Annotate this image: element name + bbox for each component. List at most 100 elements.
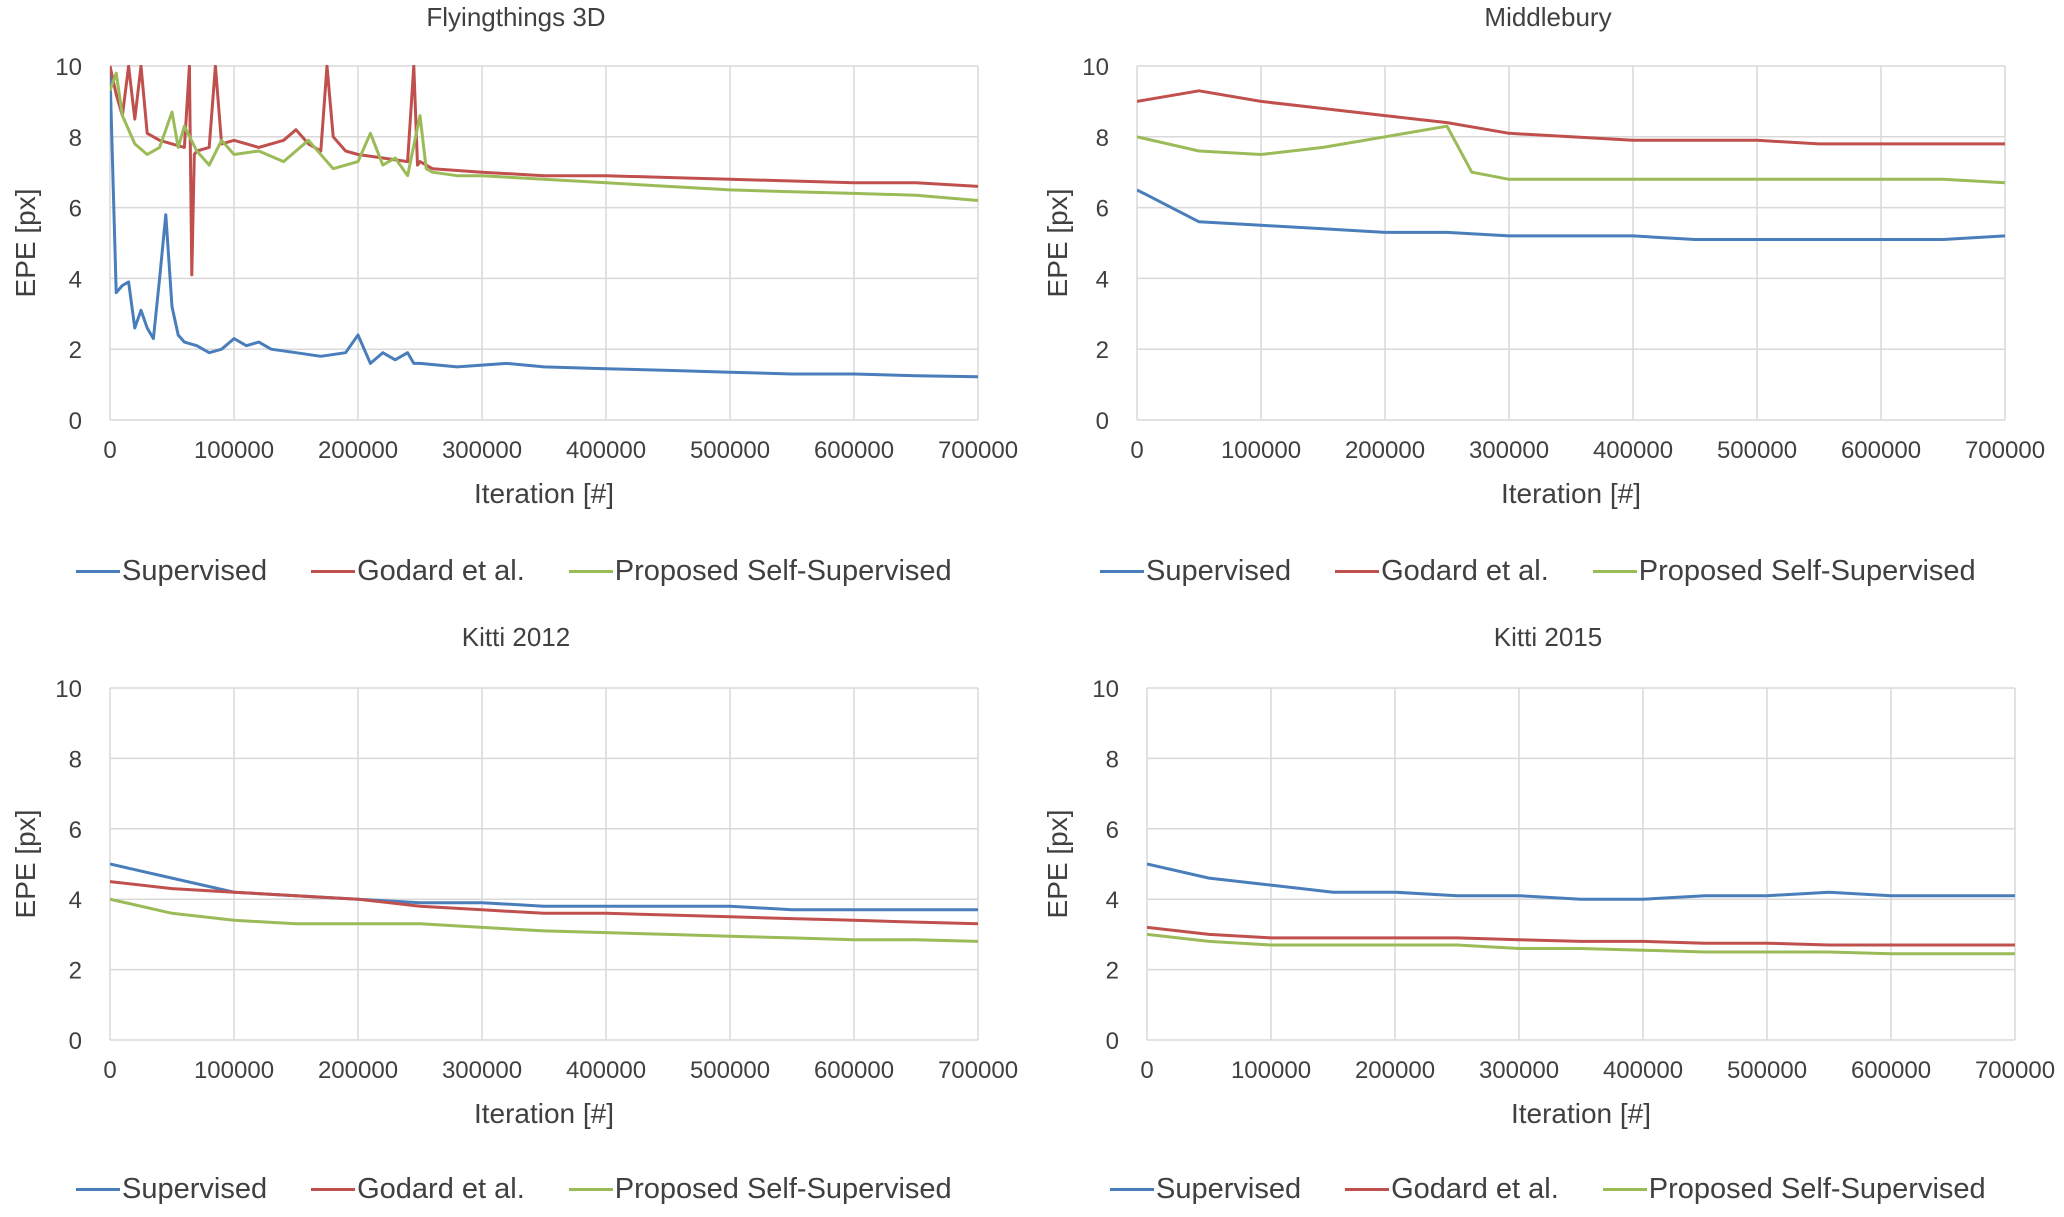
y-tick-label: 6 [69,817,82,844]
plot-area: 0 2 4 6 8 10 0 100000 200000 300000 400000 500000 60… [10,676,1018,1129]
legend-label: Proposed Self-Supervised [1648,1173,1986,1205]
y-tick-label: 4 [69,887,82,914]
y-tick-label: 8 [1096,125,1109,152]
chart-title: Middlebury [1484,2,1612,32]
chart-middlebury: Middlebury 0 2 4 6 8 10 0 100000 200000 300000 400… [1032,0,2064,608]
y-tick-label: 2 [69,337,82,364]
x-tick-label: 700000 [938,1057,1018,1084]
legend-swatch-proposed [568,570,613,573]
x-tick-label: 300000 [442,437,522,464]
chart-legend: Supervised Godard et al. Proposed Self-S… [1110,1173,2030,1206]
legend-swatch-supervised [1100,570,1144,573]
legend-swatch-supervised [1110,1188,1154,1191]
x-tick-label: 500000 [1717,437,1797,464]
chart-legend: Supervised Godard et al. Proposed Self-S… [76,555,996,588]
legend-label: Proposed Self-Supervised [614,555,952,587]
legend-label: Proposed Self-Supervised [1638,555,1976,587]
x-tick-label: 200000 [1355,1057,1435,1084]
legend-swatch-godard [311,570,356,573]
legend-item-supervised: Supervised [76,555,267,588]
y-tick-label: 0 [69,408,82,435]
y-tick-label: 6 [69,196,82,223]
chart-title: Kitti 2012 [461,622,571,652]
series-line-godard-et-al [1137,89,2005,146]
x-tick-label: 200000 [1345,437,1425,464]
legend-item-supervised: Supervised [76,1173,267,1206]
x-tick-label: 700000 [1975,1057,2055,1084]
x-axis-title: Iteration [#] [474,478,614,509]
series-line-proposed-self-supervised [110,897,979,943]
chart-legend: Supervised Godard et al. Proposed Self-S… [76,1173,996,1206]
y-tick-label: 10 [1092,676,1119,703]
x-tick-label: 600000 [1851,1057,1931,1084]
plot-area: 0 2 4 6 8 10 0 100000 200000 300000 400000 500000 60… [1042,676,2055,1129]
y-tick-label: 2 [1106,958,1119,985]
x-tick-label: 400000 [1603,1057,1683,1084]
legend-swatch-proposed [1592,570,1637,573]
y-tick-label: 10 [1082,54,1109,81]
x-tick-label: 100000 [1221,437,1301,464]
legend-label: Supervised [122,1173,268,1205]
chart-title: Flyingthings 3D [426,2,606,32]
y-axis-title: EPE [px] [1042,189,1073,298]
series-line-supervised [110,862,978,912]
series-line-godard-et-al [110,65,979,277]
legend-item-proposed: Proposed Self-Supervised [1592,555,1976,588]
chart-kitti2015: Kitti 2015 0 2 4 6 8 10 0 100000 200000 300000 400… [1032,608,2064,1216]
y-tick-label: 8 [69,746,82,773]
y-axis-title: EPE [px] [10,810,41,919]
x-tick-label: 600000 [814,437,894,464]
x-tick-label: 700000 [1965,437,2045,464]
legend-swatch-godard [311,1188,356,1191]
plot-area: 0 2 4 6 8 10 0 100000 200000 300000 400000 500000 60… [10,54,1018,509]
legend-item-godard: Godard et al. [1335,555,1549,588]
legend-label: Supervised [1146,555,1292,587]
x-tick-label: 400000 [566,1057,646,1084]
x-axis-title: Iteration [#] [1501,478,1641,509]
legend-swatch-supervised [76,1188,120,1191]
series-line-godard-et-al [110,880,979,926]
y-tick-label: 0 [69,1028,82,1055]
x-tick-label: 300000 [1479,1057,1559,1084]
series-line-supervised [110,73,979,379]
x-tick-label: 300000 [442,1057,522,1084]
y-tick-label: 6 [1096,196,1109,223]
legend-item-godard: Godard et al. [311,555,525,588]
legend-item-proposed: Proposed Self-Supervised [568,555,952,588]
x-tick-label: 0 [1140,1057,1153,1084]
y-tick-label: 10 [55,54,82,81]
x-tick-label: 0 [103,1057,116,1084]
x-tick-label: 0 [1130,437,1143,464]
y-tick-label: 4 [1096,266,1109,293]
legend-item-supervised: Supervised [1100,555,1291,588]
legend-item-supervised: Supervised [1110,1173,1301,1206]
legend-item-godard: Godard et al. [1345,1173,1559,1206]
series-line-proposed-self-supervised [110,71,979,202]
y-tick-label: 6 [1106,817,1119,844]
legend-label: Proposed Self-Supervised [614,1173,952,1205]
legend-swatch-supervised [76,570,120,573]
legend-swatch-godard [1335,570,1380,573]
chart-legend: Supervised Godard et al. Proposed Self-S… [1100,555,2020,588]
chart-kitti2012: Kitti 2012 0 2 4 6 8 10 0 100000 200000 300000 400… [0,608,1032,1216]
x-tick-label: 200000 [318,1057,398,1084]
x-tick-label: 500000 [690,1057,770,1084]
legend-swatch-godard [1345,1188,1390,1191]
legend-label: Godard et al. [357,555,525,587]
x-tick-label: 100000 [1231,1057,1311,1084]
y-tick-label: 2 [1096,337,1109,364]
chart-flyingthings3d: Flyingthings 3D 0 2 4 6 8 10 0 100000 200000 3000… [0,0,1032,608]
x-tick-label: 500000 [1727,1057,1807,1084]
y-axis-title: EPE [px] [10,189,41,298]
y-tick-label: 8 [69,125,82,152]
series-line-supervised [1137,188,2006,241]
series-line-proposed-self-supervised [1147,932,2015,956]
x-tick-label: 100000 [194,1057,274,1084]
y-axis-title: EPE [px] [1042,810,1073,919]
x-tick-label: 0 [103,437,116,464]
x-tick-label: 100000 [194,437,274,464]
legend-label: Godard et al. [357,1173,525,1205]
x-tick-label: 400000 [566,437,646,464]
chart-title: Kitti 2015 [1493,622,1603,652]
y-tick-label: 2 [69,958,82,985]
